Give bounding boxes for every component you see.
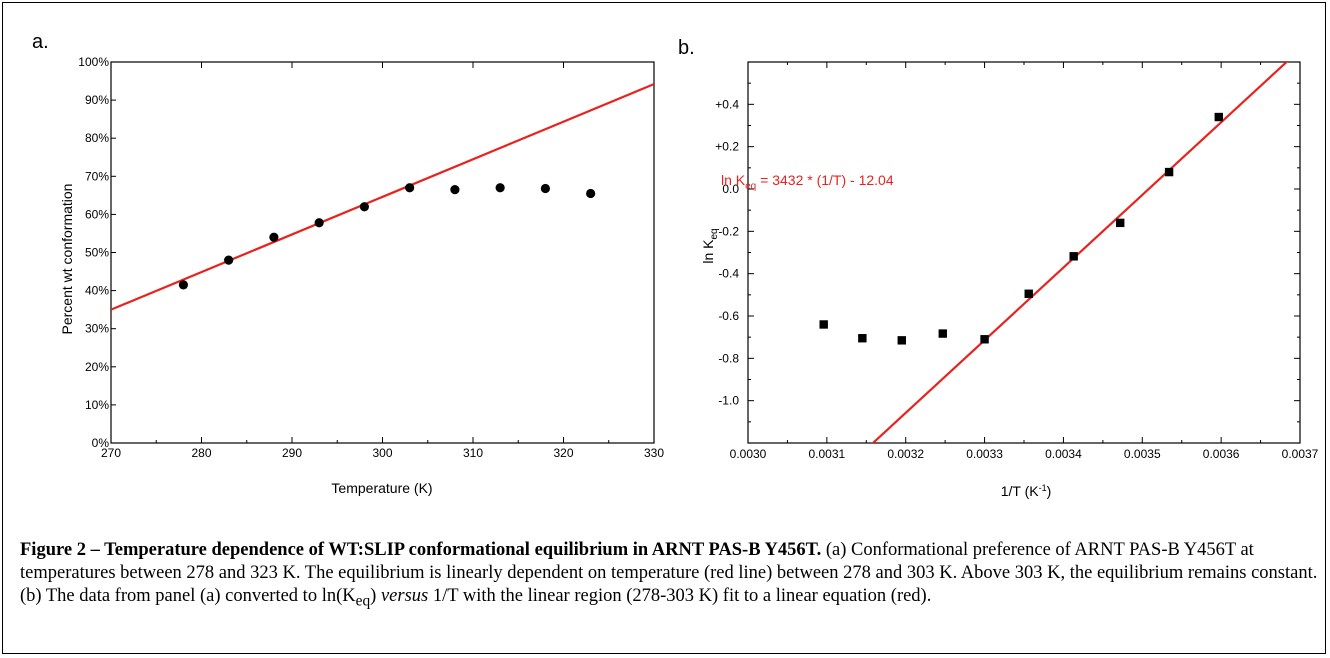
chart-a-data-point	[405, 183, 414, 192]
chart-a-y-axis-label: Percent wt conformation	[59, 184, 75, 335]
chart-a-y-tick-label: 60%	[85, 207, 109, 221]
chart-a-y-tick-label: 0%	[92, 436, 110, 450]
chart-a-x-tick-label: 290	[282, 446, 302, 460]
chart-b-y-tick-label: -0.6	[718, 309, 739, 323]
chart-b-data-point	[980, 335, 988, 343]
chart-a-data-point	[269, 233, 278, 242]
caption-subscript: eq	[356, 593, 371, 610]
fit-equation-label: ln Keq = 3432 * (1/T) - 12.04	[721, 172, 894, 192]
caption-text-2: )	[370, 586, 381, 606]
chart-a-x-tick-label: 310	[463, 446, 483, 460]
chart-b-data-point	[898, 336, 906, 344]
chart-b-x-tick-label: 0.0036	[1203, 447, 1240, 461]
chart-a-y-tick-label: 30%	[85, 322, 109, 336]
chart-b-x-tick-label: 0.0032	[887, 447, 924, 461]
chart-a-data-point	[586, 189, 595, 198]
chart-a-x-tick-label: 320	[553, 446, 573, 460]
chart-b: 0.0030 0.0031 0.0032 0.0033 0.0034 0.0035 0.00…	[715, 50, 1318, 535]
chart-a-y-tick-label: 40%	[85, 284, 109, 298]
chart-b-data-point	[858, 334, 866, 342]
figure-charts: a. b. 270 280 290 300 310 320 3300%10%20%30%40…	[0, 0, 1330, 535]
chart-b-y-tick-label: +0.4	[715, 97, 739, 111]
chart-b-y-tick-label: -0.4	[718, 267, 739, 281]
chart-a-y-tick-label: 100%	[78, 55, 109, 69]
chart-b-data-point	[1025, 290, 1033, 298]
caption-italic: versus	[381, 586, 428, 606]
chart-b-data-point	[1215, 113, 1223, 121]
chart-a-data-point	[496, 183, 505, 192]
chart-a-x-tick-label: 330	[644, 446, 664, 460]
chart-b-x-tick-label: 0.0034	[1045, 447, 1082, 461]
chart-b-x-tick-label: 0.0035	[1124, 447, 1161, 461]
chart-a-x-tick-label: 300	[372, 446, 392, 460]
chart-a-data-point	[179, 280, 188, 289]
chart-b-x-tick-label: 0.0033	[966, 447, 1003, 461]
chart-b-x-axis-label: 1/T (K-1)	[1001, 483, 1052, 499]
chart-a-data-point	[224, 256, 233, 265]
chart-b-data-point	[939, 329, 947, 337]
chart-b-y-tick-label: +0.2	[715, 140, 739, 154]
chart-a-fit-line	[111, 84, 654, 310]
chart-a-data-point	[315, 218, 324, 227]
chart-a-plot-area	[111, 62, 654, 443]
chart-a: 270 280 290 300 310 320 3300%10%20%30%40%50%60…	[78, 55, 664, 460]
chart-b-data-point	[1069, 252, 1077, 260]
chart-b-data-point	[1165, 168, 1173, 176]
chart-b-x-tick-label: 0.0031	[809, 447, 846, 461]
chart-b-data-point	[820, 320, 828, 328]
caption-text-3: 1/T with the linear region (278-303 K) f…	[428, 586, 931, 606]
chart-a-x-tick-label: 280	[191, 446, 211, 460]
chart-a-y-tick-label: 90%	[85, 93, 109, 107]
chart-b-x-tick-label: 0.0030	[730, 447, 767, 461]
chart-b-data-point	[1116, 219, 1124, 227]
panel-b-label: b.	[678, 37, 695, 59]
figure-caption: Figure 2 – Temperature dependence of WT:…	[20, 539, 1320, 613]
chart-a-y-tick-label: 50%	[85, 246, 109, 260]
chart-b-y-tick-label: -1.0	[718, 394, 739, 408]
chart-b-y-axis-label: ln Keq	[700, 228, 720, 263]
chart-a-x-axis-label: Temperature (K)	[331, 480, 432, 496]
chart-b-x-tick-label: 0.0037	[1282, 447, 1319, 461]
chart-a-data-point	[360, 202, 369, 211]
chart-a-data-point	[541, 184, 550, 193]
chart-a-y-tick-label: 70%	[85, 169, 109, 183]
chart-a-y-tick-label: 10%	[85, 398, 109, 412]
chart-a-y-tick-label: 20%	[85, 360, 109, 374]
chart-a-y-tick-label: 80%	[85, 131, 109, 145]
panel-a-label: a.	[32, 31, 49, 53]
chart-b-y-tick-label: -0.2	[718, 224, 739, 238]
chart-b-fit-line	[748, 50, 1300, 535]
caption-title: Figure 2 – Temperature dependence of WT:…	[20, 540, 821, 560]
chart-b-y-tick-label: -0.8	[718, 351, 739, 365]
chart-a-data-point	[450, 185, 459, 194]
